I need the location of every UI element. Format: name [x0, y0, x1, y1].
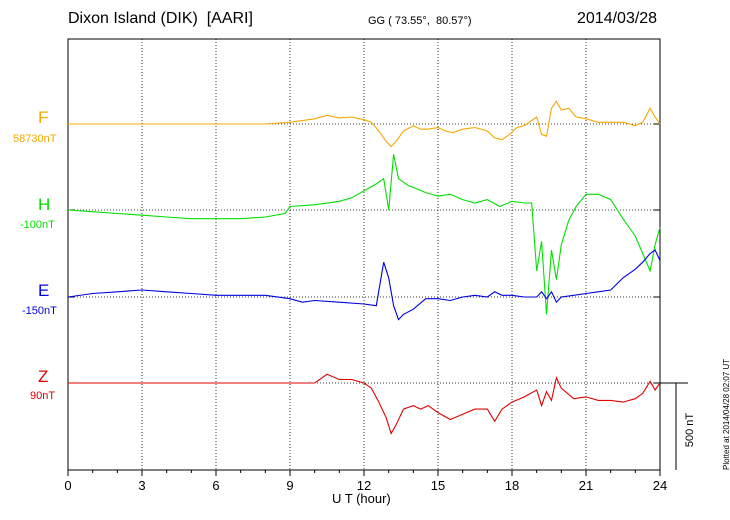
- x-ticks: 0 3 6 9 12 15 18 21 24: [64, 470, 667, 493]
- baseline-label-f: 58730nT: [13, 133, 57, 145]
- series-line-h: [67, 154, 661, 315]
- x-tick-label: 21: [579, 478, 593, 493]
- x-tick-label: 18: [505, 478, 519, 493]
- series-label-f: F: [38, 108, 49, 127]
- series-label-e: E: [38, 281, 50, 300]
- date-label: 2014/03/28: [577, 10, 658, 27]
- x-tick-label: 15: [431, 478, 445, 493]
- station-title: Dixon Island (DIK) [AARI]: [68, 10, 253, 27]
- series-label-z: Z: [38, 367, 49, 386]
- series-lines: [67, 100, 661, 435]
- scale-bar: 500 nT: [660, 382, 696, 470]
- series-label-h: H: [38, 195, 51, 214]
- plotted-timestamp: Plotted at 2014/04/28 02:07 UT: [722, 358, 730, 470]
- x-tick-label: 0: [64, 478, 71, 493]
- x-tick-label: 12: [357, 478, 371, 493]
- x-tick-label: 6: [212, 478, 219, 493]
- x-tick-label: 9: [286, 478, 293, 493]
- x-tick-label: 3: [138, 478, 145, 493]
- baseline-label-h: -100nT: [20, 219, 55, 231]
- x-tick-label: 24: [653, 478, 667, 493]
- series-line-f: [68, 100, 661, 148]
- series-line-z: [68, 373, 661, 435]
- grid-lines: [141, 39, 587, 470]
- baseline-label-z: 90nT: [30, 390, 56, 402]
- scale-bar-label: 500 nT: [684, 413, 696, 448]
- series-line-e: [67, 249, 661, 321]
- baseline-label-e: -150nT: [22, 305, 57, 317]
- x-axis-label: U T (hour): [332, 491, 391, 506]
- geographic-coordinates: GG ( 73.55°, 80.57°): [368, 15, 472, 27]
